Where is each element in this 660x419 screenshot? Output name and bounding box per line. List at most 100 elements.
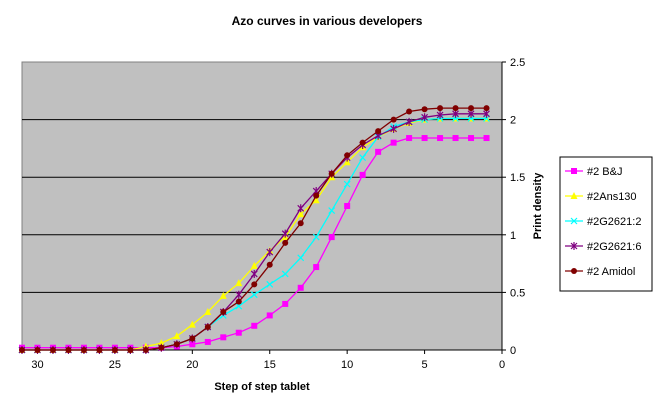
data-point: [282, 300, 289, 307]
y-tick-label: 1: [510, 230, 516, 242]
data-point: [281, 229, 289, 238]
data-point: [359, 154, 367, 162]
data-point: [421, 135, 428, 142]
data-point: [282, 239, 289, 246]
legend-item: #2 B&J: [565, 166, 622, 178]
data-point: [281, 270, 289, 278]
data-point: [359, 139, 366, 146]
y-tick-label: 0: [510, 345, 516, 357]
data-point: [390, 116, 397, 123]
legend-label: #2G2621:2: [587, 216, 641, 228]
data-point: [468, 105, 475, 112]
series-5: [19, 105, 490, 353]
data-point: [251, 322, 258, 329]
y-tick-label: 0.5: [510, 287, 525, 299]
data-point: [251, 281, 258, 288]
data-point: [406, 108, 413, 115]
data-point: [96, 347, 103, 353]
x-tick-label: 20: [186, 359, 198, 371]
legend-label: #2 B&J: [587, 166, 622, 178]
x-tick-label: 25: [109, 359, 121, 371]
chart-title: Azo curves in various developers: [232, 14, 423, 28]
legend: #2 B&J #2Ans130 #2G2621:2 #2G2621:6 #2 Amido…: [559, 156, 653, 292]
data-point: [49, 347, 56, 353]
data-point: [437, 105, 444, 112]
series-layer: [18, 105, 491, 354]
data-point: [235, 290, 243, 299]
data-point: [266, 280, 274, 288]
data-point: [142, 347, 149, 353]
data-point: [34, 347, 41, 353]
data-point: [297, 254, 305, 262]
data-point: [266, 261, 273, 268]
legend-label: #2Ans130: [587, 191, 637, 203]
y-tick-label: 2.5: [510, 57, 525, 69]
data-point: [375, 148, 382, 155]
data-point: [204, 338, 211, 345]
data-point: [204, 323, 211, 330]
legend-item: #2G2621:2: [565, 216, 641, 228]
data-point: [312, 196, 320, 204]
legend-swatch-marker: [570, 217, 578, 225]
data-point: [406, 135, 413, 142]
data-point: [390, 139, 397, 146]
data-point: [343, 180, 351, 188]
data-point: [328, 234, 335, 241]
data-point: [220, 334, 227, 341]
data-point: [188, 320, 196, 328]
data-point: [375, 128, 382, 135]
data-point: [189, 335, 196, 342]
data-point: [173, 341, 180, 348]
data-point: [359, 171, 366, 178]
data-point: [157, 339, 165, 347]
data-point: [111, 347, 118, 353]
data-point: [173, 332, 181, 340]
data-point: [452, 109, 459, 118]
data-point: [483, 105, 490, 112]
x-tick-label: 10: [341, 359, 353, 371]
x-tick-label: 5: [422, 359, 428, 371]
data-point: [405, 117, 413, 126]
axes: 0 0.5 1 1.5 2 2.5 30 25 20 15 10 5 0: [22, 57, 525, 371]
data-point: [313, 264, 320, 271]
x-axis-title: Step of step tablet: [214, 381, 310, 393]
data-point: [343, 158, 351, 166]
data-point: [313, 192, 320, 199]
data-point: [344, 152, 351, 159]
data-point: [65, 347, 72, 353]
data-point: [235, 329, 242, 336]
data-point: [312, 233, 320, 241]
data-point: [266, 312, 273, 319]
data-point: [297, 210, 305, 218]
data-point: [437, 135, 444, 142]
data-point: [468, 135, 475, 142]
plot-area: [21, 61, 503, 351]
data-point: [250, 269, 258, 278]
y-axis-title: Print density: [532, 172, 544, 240]
legend-item: #2 Amidol: [565, 266, 635, 278]
data-point: [297, 220, 304, 227]
data-point: [19, 347, 25, 353]
x-tick-label: 0: [499, 359, 505, 371]
x-tick-label: 15: [264, 359, 276, 371]
data-point: [235, 279, 243, 287]
data-point: [452, 135, 459, 142]
data-point: [483, 135, 490, 142]
plot-background: [21, 61, 503, 351]
data-point: [189, 341, 196, 348]
x-tick-label: 30: [31, 359, 43, 371]
data-point: [328, 170, 335, 177]
data-point: [204, 307, 212, 315]
data-point: [436, 110, 444, 119]
legend-item: #2Ans130: [565, 191, 637, 203]
data-point: [344, 203, 351, 209]
legend-swatch-marker: [570, 192, 578, 199]
data-point: [452, 105, 459, 112]
data-point: [235, 298, 242, 305]
data-point: [297, 284, 304, 291]
legend-item: #2G2621:6: [565, 241, 641, 253]
y-tick-label: 2: [510, 115, 516, 127]
data-point: [250, 261, 258, 269]
